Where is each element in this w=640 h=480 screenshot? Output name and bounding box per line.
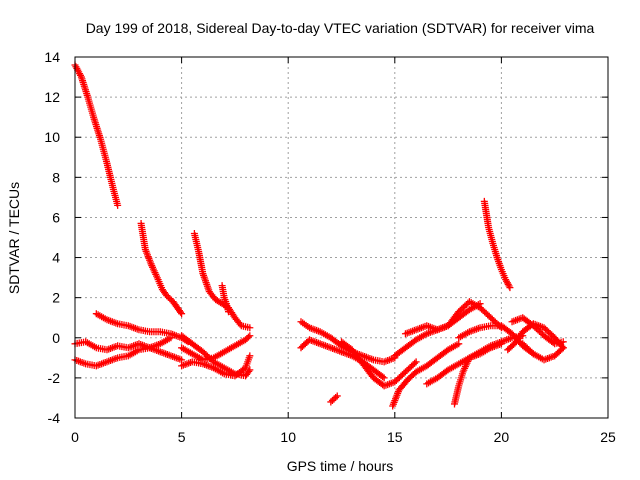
chart-title: Day 199 of 2018, Sidereal Day-to-day VTE… xyxy=(86,20,595,36)
data-marker xyxy=(505,282,513,290)
data-marker xyxy=(558,345,566,353)
ticks xyxy=(74,56,609,419)
data-marker xyxy=(245,367,253,375)
data-marker xyxy=(330,395,338,403)
data-marker xyxy=(164,293,172,301)
series-arc-7 xyxy=(71,334,175,370)
series-arc-17 xyxy=(401,298,505,338)
data-point xyxy=(506,284,514,292)
data-point xyxy=(225,308,233,316)
data-point xyxy=(559,338,567,346)
data-point xyxy=(327,398,335,406)
grid xyxy=(75,57,608,418)
data-point xyxy=(246,352,254,360)
data-point xyxy=(178,310,186,318)
data-marker xyxy=(166,295,174,303)
x-tick-label: 15 xyxy=(387,429,403,445)
series-arc-4 xyxy=(218,282,233,316)
series-arc-13 xyxy=(327,392,341,406)
data-points xyxy=(71,61,567,410)
y-tick-label: 6 xyxy=(52,209,60,225)
data-point xyxy=(380,374,388,382)
y-tick-label: 8 xyxy=(52,169,60,185)
y-tick-label: 10 xyxy=(44,129,60,145)
series-arc-14 xyxy=(338,338,420,390)
data-marker xyxy=(379,373,387,381)
series-arc-10 xyxy=(178,332,254,364)
y-tick-label: -2 xyxy=(48,370,61,386)
series-arc-24 xyxy=(519,340,567,364)
data-point xyxy=(246,324,254,332)
y-tick-label: 2 xyxy=(52,290,60,306)
series-arc-1 xyxy=(71,61,122,209)
x-tick-labels: 0 5 10 15 20 25 xyxy=(71,429,616,445)
data-point xyxy=(246,332,254,340)
data-marker xyxy=(244,333,252,341)
y-tick-labels: -4 -2 0 2 4 6 8 10 12 14 xyxy=(44,49,60,426)
x-tick-label: 10 xyxy=(280,429,296,445)
data-point xyxy=(559,344,567,352)
data-point xyxy=(163,292,171,300)
data-marker xyxy=(332,393,340,401)
series-arc-23 xyxy=(508,314,567,348)
y-tick-label: 12 xyxy=(44,89,60,105)
data-point xyxy=(333,392,341,400)
series-arc-8 xyxy=(178,332,254,380)
series-arc-20 xyxy=(423,332,527,388)
series-arc-15 xyxy=(389,340,463,410)
series-arc-2 xyxy=(137,219,186,318)
series-arc-12 xyxy=(297,336,388,382)
y-axis-label: SDTVAR / TECUs xyxy=(6,182,22,294)
series-arc-9 xyxy=(178,352,254,380)
y-tick-label: -4 xyxy=(48,410,61,426)
series-arc-21 xyxy=(480,197,514,292)
data-point xyxy=(246,366,254,374)
data-point xyxy=(412,358,420,366)
data-marker xyxy=(177,308,185,316)
data-point xyxy=(178,356,186,364)
x-tick-label: 20 xyxy=(494,429,510,445)
x-tick-label: 25 xyxy=(600,429,616,445)
x-axis-label: GPS time / hours xyxy=(287,458,394,474)
data-point xyxy=(114,201,122,209)
data-point xyxy=(167,334,175,342)
data-marker xyxy=(411,359,419,367)
x-tick-label: 5 xyxy=(178,429,186,445)
x-tick-label: 0 xyxy=(71,429,79,445)
data-point xyxy=(455,340,463,348)
y-tick-label: 0 xyxy=(52,330,60,346)
y-tick-label: 4 xyxy=(52,250,60,266)
series-arc-6 xyxy=(71,338,186,364)
data-marker xyxy=(328,396,336,404)
plot-frame xyxy=(74,56,609,419)
y-tick-label: 14 xyxy=(44,49,60,65)
